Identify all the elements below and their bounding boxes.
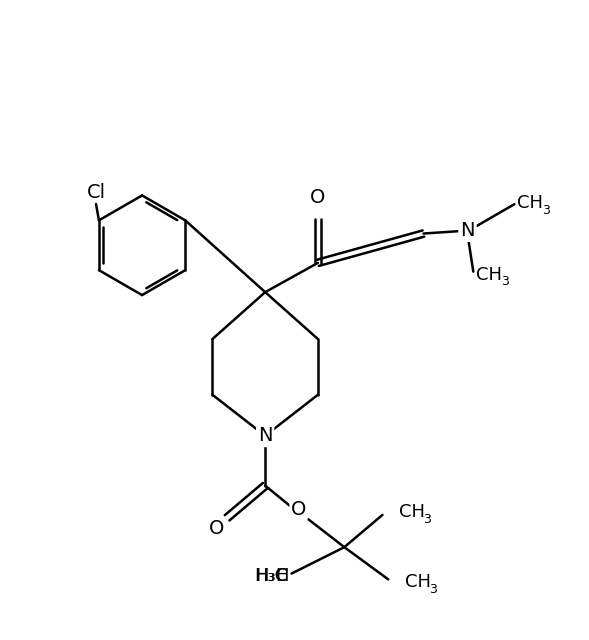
Text: 3: 3 xyxy=(501,275,509,288)
Text: CH: CH xyxy=(405,573,431,591)
Text: 3: 3 xyxy=(542,204,550,216)
Text: H₃C: H₃C xyxy=(254,568,287,586)
Text: Cl: Cl xyxy=(87,182,105,202)
Text: O: O xyxy=(310,188,326,207)
Text: H: H xyxy=(275,568,289,586)
Text: N: N xyxy=(258,426,273,445)
Text: N: N xyxy=(460,221,475,240)
Text: CH: CH xyxy=(399,503,425,521)
Text: O: O xyxy=(291,500,306,518)
Text: 3: 3 xyxy=(429,583,437,596)
Text: H₃C: H₃C xyxy=(256,568,289,586)
Text: CH: CH xyxy=(477,266,502,284)
Text: 3: 3 xyxy=(423,513,431,525)
Text: O: O xyxy=(209,519,224,538)
Text: CH: CH xyxy=(517,194,543,212)
